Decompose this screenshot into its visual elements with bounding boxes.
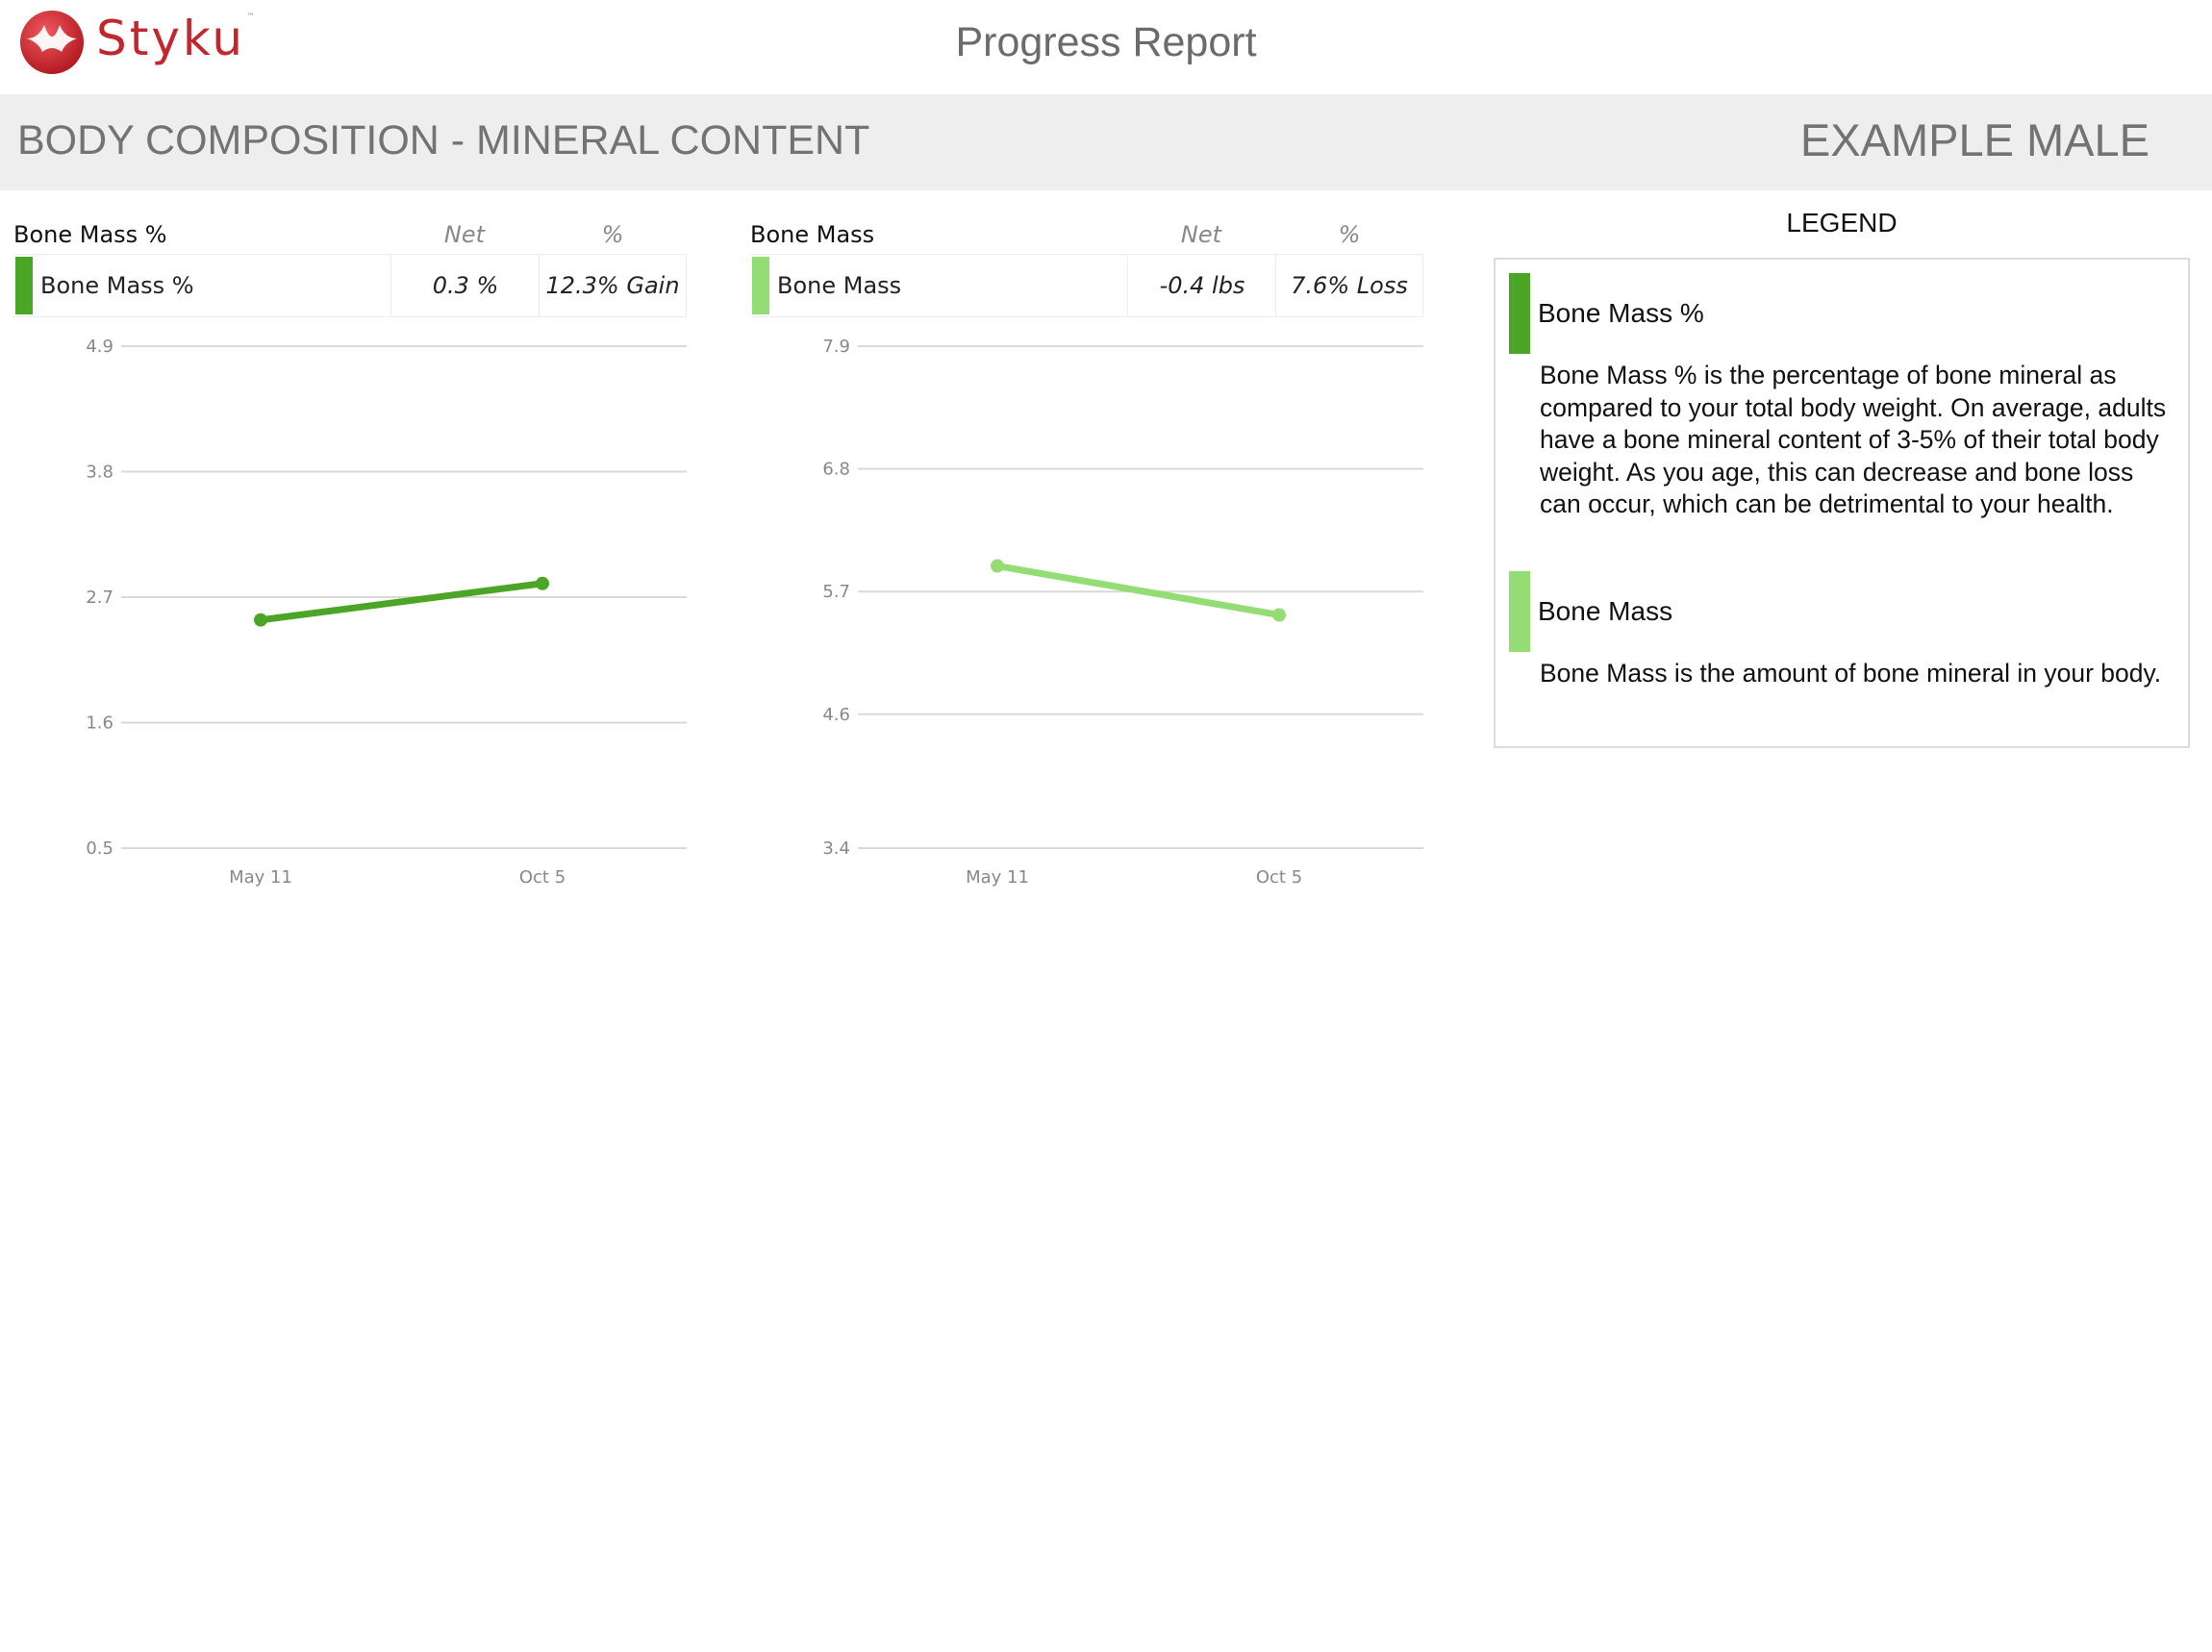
table-row: Bone Mass % 0.3 % 12.3% Gain [13, 254, 687, 317]
logo-wordmark: Styku [96, 11, 246, 66]
y-tick-label: 1.6 [86, 713, 113, 734]
series-name: Bone Mass % [40, 272, 194, 299]
report-header: Styku ™ Progress Report [0, 0, 2212, 94]
legend-item-name: Bone Mass [1538, 596, 1673, 626]
table-row: Bone Mass -0.4 lbs 7.6% Loss [750, 254, 1423, 317]
y-tick-label: 2.7 [86, 588, 113, 608]
x-tick-label: May 11 [966, 867, 1029, 888]
x-tick-label: Oct 5 [1256, 867, 1302, 888]
section-bar: BODY COMPOSITION - MINERAL CONTENT EXAMP… [0, 94, 2212, 190]
table-header: Bone Mass % Net % [13, 217, 687, 252]
legend-box: Bone Mass % Bone Mass % is the percentag… [1494, 258, 2190, 748]
table-header: Bone Mass Net % [750, 217, 1423, 252]
bone-mass-panel: Bone Mass Net % Bone Mass -0.4 lbs 7.6% … [750, 212, 1423, 904]
legend-title: LEGEND [1786, 208, 1898, 238]
table-title: Bone Mass [750, 221, 875, 248]
x-tick-label: Oct 5 [519, 867, 566, 888]
legend-item-description: Bone Mass % is the percentage of bone mi… [1540, 361, 2167, 518]
y-tick-label: 3.4 [822, 839, 850, 859]
y-tick-label: 5.7 [822, 582, 850, 602]
legend-item-name: Bone Mass % [1538, 298, 1704, 328]
series-line [993, 563, 1283, 619]
y-tick-label: 4.9 [86, 337, 113, 357]
percent-column-header: % [601, 221, 624, 248]
page-title: Progress Report [955, 19, 1257, 65]
net-change-value: -0.4 lbs [1127, 255, 1276, 316]
y-tick-label: 0.5 [86, 839, 113, 859]
series-color-swatch [15, 257, 33, 314]
bone-mass-pct-panel: Bone Mass % Net % Bone Mass % 0.3 % 12.3… [13, 212, 687, 904]
y-tick-label: 6.8 [822, 460, 850, 480]
net-column-header: Net [443, 221, 486, 248]
styku-logo-icon [20, 11, 84, 74]
data-point [536, 576, 549, 590]
data-point [1272, 608, 1286, 622]
section-title: BODY COMPOSITION - MINERAL CONTENT [17, 117, 870, 163]
legend-color-swatch [1509, 273, 1530, 354]
y-tick-label: 3.8 [86, 463, 113, 483]
logo-trademark: ™ [246, 13, 256, 22]
percent-change-value: 12.3% Gain [539, 255, 687, 316]
data-point [991, 559, 1004, 573]
table-title: Bone Mass % [13, 221, 167, 248]
x-tick-label: May 11 [229, 867, 292, 888]
net-change-value: 0.3 % [390, 255, 540, 316]
series-color-swatch [752, 257, 769, 314]
bone-mass-pct-chart: 0.5 1.6 2.7 3.8 4.9 May 11 Oct 5 [86, 337, 687, 888]
series-line [257, 580, 546, 624]
data-point [254, 613, 267, 627]
net-column-header: Net [1180, 221, 1222, 248]
legend-color-swatch [1509, 571, 1530, 652]
y-tick-label: 7.9 [822, 337, 850, 357]
client-name: EXAMPLE MALE [1799, 114, 2149, 165]
styku-logo: Styku ™ [19, 10, 255, 75]
bone-mass-chart: 3.4 4.6 5.7 6.8 7.9 May 11 Oct 5 [822, 337, 1423, 888]
percent-column-header: % [1338, 221, 1361, 248]
y-tick-label: 4.6 [822, 705, 850, 725]
series-name: Bone Mass [777, 272, 902, 299]
legend-item-description: Bone Mass is the amount of bone mineral … [1540, 659, 2162, 688]
percent-change-value: 7.6% Loss [1275, 255, 1423, 316]
